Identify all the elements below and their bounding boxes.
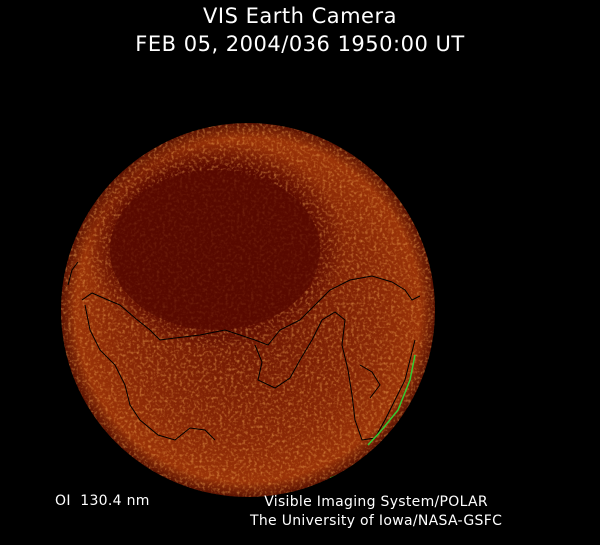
credit-institution: The University of Iowa/NASA-GSFC [250, 513, 503, 529]
image-timestamp: FEB 05, 2004/036 1950:00 UT [135, 32, 465, 56]
credit-instrument: Visible Imaging System/POLAR [264, 494, 488, 510]
coastlines [67, 261, 421, 441]
credit-block: Visible Imaging System/POLAR The Univers… [250, 493, 502, 531]
image-title: VIS Earth Camera [203, 4, 397, 28]
terminator-line [367, 354, 416, 446]
wavelength-label: OI 130.4 nm [55, 493, 150, 509]
